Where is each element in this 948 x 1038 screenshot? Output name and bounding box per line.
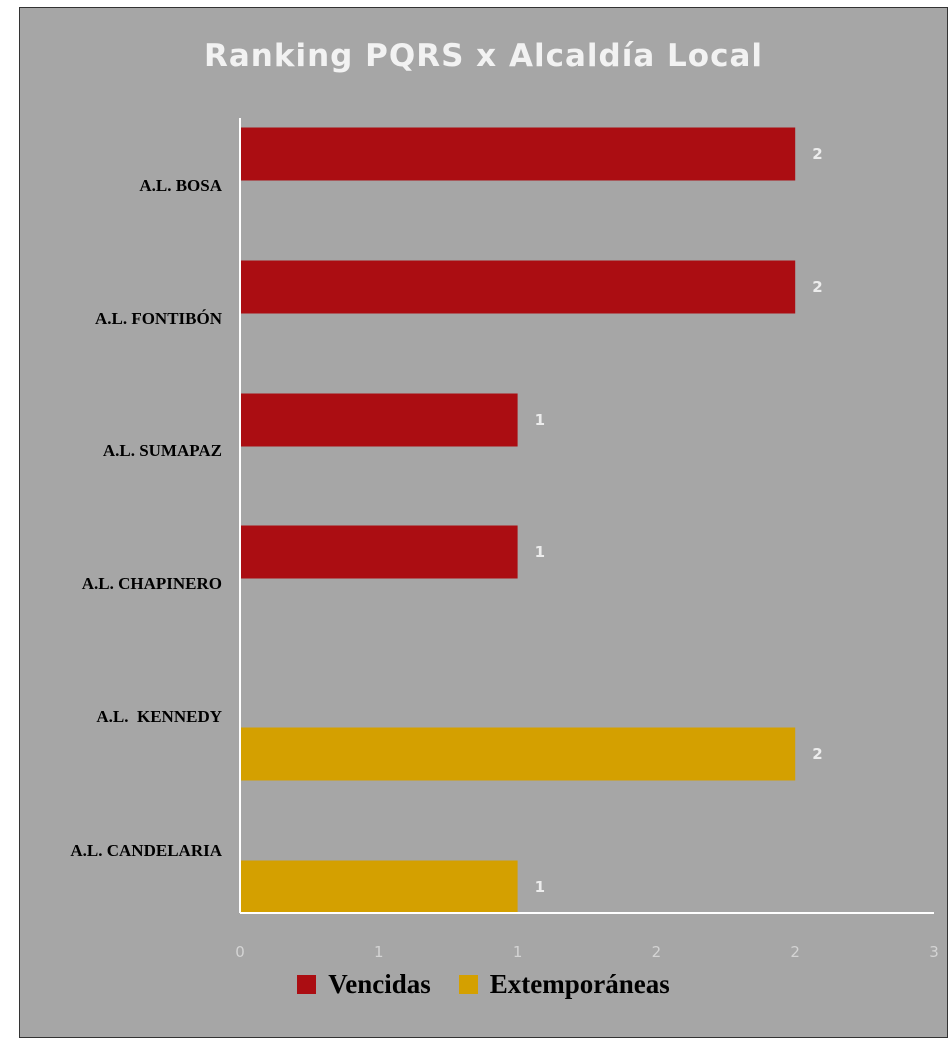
x-tick-label: 2 (652, 943, 662, 961)
x-tick-label: 3 (929, 943, 939, 961)
bar (240, 127, 796, 181)
legend-item-vencidas: Vencidas (297, 969, 431, 1000)
x-tick-label: 0 (235, 943, 245, 961)
x-tick-label: 1 (374, 943, 384, 961)
legend: Vencidas Extemporáneas (19, 964, 948, 1004)
data-label: 2 (812, 145, 822, 163)
bar (240, 260, 796, 314)
data-label: 1 (535, 878, 545, 896)
legend-swatch-extemporaneas (458, 974, 478, 994)
category-label: A.L. KENNEDY (96, 707, 222, 726)
data-label: 2 (812, 278, 822, 296)
x-tick-label: 2 (790, 943, 800, 961)
category-label: A.L. CHAPINERO (82, 574, 222, 593)
chart-title: Ranking PQRS x Alcaldía Local (203, 38, 764, 74)
bar (240, 727, 796, 781)
category-label: A.L. FONTIBÓN (95, 309, 223, 328)
legend-label-vencidas: Vencidas (328, 968, 431, 999)
data-label: 2 (812, 745, 822, 763)
bar (240, 393, 518, 447)
data-label: 1 (535, 543, 545, 561)
labels-layer: A.L. BOSA A.L. FONTIBÓN A.L. SUMAPAZ A.L. C… (70, 145, 938, 961)
category-label: A.L. BOSA (139, 176, 222, 195)
category-label: A.L. SUMAPAZ (103, 441, 222, 460)
category-label: A.L. CANDELARIA (70, 841, 222, 860)
bar (240, 860, 518, 914)
legend-swatch-vencidas (297, 974, 317, 994)
x-tick-label: 1 (513, 943, 523, 961)
legend-item-extemporaneas: Extemporáneas (458, 968, 670, 1000)
bar (240, 525, 518, 579)
bars-layer (240, 127, 796, 914)
legend-label-extemporaneas: Extemporáneas (489, 968, 670, 999)
data-label: 1 (535, 411, 545, 429)
